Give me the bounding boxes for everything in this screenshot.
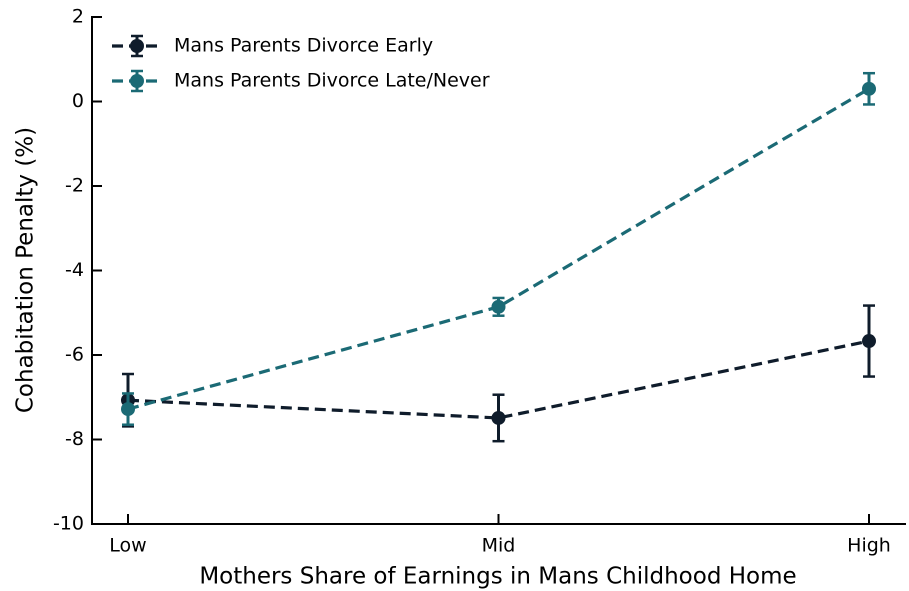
y-tick-label: -6 [65, 344, 84, 366]
series-line [127, 339, 870, 420]
x-axis-title: Mothers Share of Earnings in Mans Childh… [199, 564, 796, 590]
marker [862, 81, 876, 96]
y-tick-label: -4 [65, 259, 84, 281]
y-tick-label: -8 [65, 428, 84, 450]
y-axis-title: Cohabitation Penalty (%) [13, 127, 39, 413]
marker [121, 402, 135, 417]
marker [491, 410, 506, 425]
y-tick-label: 0 [72, 90, 84, 112]
x-tick-label: Mid [482, 535, 516, 557]
y-tick-label: -10 [53, 513, 84, 535]
marker [491, 299, 506, 314]
legend-marker [130, 74, 144, 88]
y-tick-label: -2 [65, 175, 84, 197]
legend-label: Mans Parents Divorce Early [174, 35, 433, 57]
marker [862, 334, 876, 349]
series-line [127, 87, 870, 411]
legend-marker [130, 39, 144, 53]
y-tick-label: 2 [72, 6, 84, 28]
x-tick-label: High [847, 535, 891, 557]
legend-label: Mans Parents Divorce Late/Never [174, 70, 490, 92]
x-tick-label: Low [109, 535, 146, 557]
